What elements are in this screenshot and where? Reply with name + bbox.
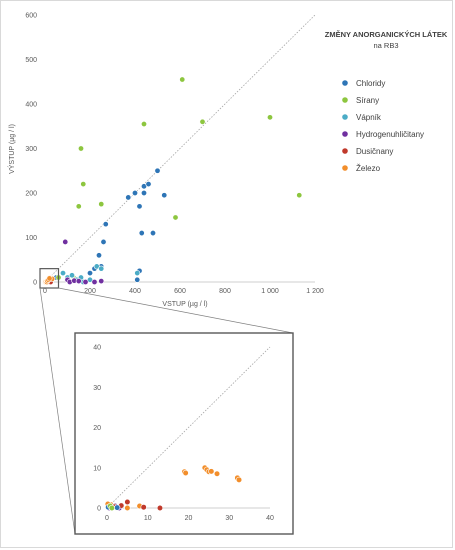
zoom-data-point (108, 504, 115, 512)
zoom-data-point (124, 498, 131, 506)
data-point (98, 278, 105, 285)
data-point (134, 270, 141, 277)
data-point (199, 118, 206, 125)
zoom-data-point (156, 504, 164, 512)
data-point (154, 167, 161, 174)
data-point (62, 238, 69, 245)
legend-marker (342, 165, 348, 171)
data-point (98, 201, 105, 208)
data-point (266, 114, 273, 121)
y-tick-label: 300 (25, 146, 37, 153)
reference-line (44, 14, 316, 283)
data-point (132, 190, 139, 197)
data-point (102, 221, 109, 228)
connector-line (58, 287, 294, 334)
data-point (138, 230, 145, 237)
data-point (75, 203, 82, 210)
zoom-reference-line (106, 346, 271, 509)
zoom-y-tick-label: 10 (93, 465, 101, 472)
data-point (91, 278, 98, 285)
data-point (296, 192, 303, 199)
zoom-highlight-box (39, 268, 60, 289)
data-point (141, 190, 148, 197)
data-point (100, 238, 107, 245)
data-point (179, 76, 186, 83)
zoom-data-point (208, 468, 215, 475)
y-tick-label: 600 (25, 13, 37, 20)
legend-marker (342, 131, 348, 137)
legend-label: Chloridy (356, 79, 385, 88)
zoom-x-tick-label: 10 (144, 515, 152, 522)
legend-label: Sírany (356, 96, 379, 105)
legend-marker (342, 114, 348, 120)
data-point (145, 181, 152, 188)
y-tick-label: 0 (33, 280, 37, 287)
legend-marker (342, 97, 348, 103)
data-point (96, 252, 103, 259)
main-plot-area: 0 200 400 600 800 1 000 1 200 0 100 200 300 400 500 6… (25, 13, 324, 296)
connector-line (39, 287, 76, 535)
legend-label: Vápník (356, 113, 382, 122)
data-point (80, 181, 87, 188)
legend-label: Dusičnany (356, 147, 393, 156)
legend-marker (342, 148, 348, 154)
x-tick-label: 0 (43, 288, 47, 295)
zoom-data-point (114, 504, 121, 511)
zoom-x-tick-label: 40 (266, 515, 274, 522)
x-axis-title: VSTUP (µg / l) (162, 301, 207, 308)
chart-title: ZMĚNY ANORGANICKÝCH LÁTEK (325, 30, 448, 39)
data-point (134, 276, 141, 283)
data-point (46, 275, 53, 282)
zoom-data-point (182, 469, 189, 477)
zoom-inset-border (74, 332, 294, 535)
x-tick-label: 1 000 (261, 288, 279, 295)
y-tick-label: 200 (25, 191, 37, 198)
y-tick-label: 500 (25, 57, 37, 64)
data-point (125, 194, 132, 201)
x-tick-label: 600 (174, 288, 186, 295)
zoom-data-point (235, 476, 243, 483)
y-axis-title: VÝSTUP (µg / l) (7, 124, 16, 174)
zoom-data-point (140, 504, 147, 511)
legend-marker (342, 80, 348, 86)
zoom-x-tick-label: 30 (225, 515, 233, 522)
zoom-y-tick-label: 0 (97, 506, 101, 513)
legend-label: Hydrogenuhličitany (356, 130, 424, 139)
data-point (161, 192, 168, 199)
data-point (136, 203, 143, 210)
chart-subtitle: na RB3 (373, 41, 398, 50)
data-point (82, 278, 89, 285)
data-point (172, 214, 179, 221)
zoom-data-point (213, 470, 221, 477)
zoom-x-tick-label: 20 (185, 515, 193, 522)
y-tick-label: 400 (25, 102, 37, 109)
data-point (69, 272, 76, 279)
data-point (87, 270, 94, 277)
zoom-x-tick-label: 0 (105, 515, 109, 522)
legend-label: Železo (356, 164, 381, 173)
zoom-data-point (124, 504, 131, 512)
x-tick-label: 800 (219, 288, 231, 295)
data-point (59, 270, 66, 277)
x-tick-label: 1 200 (306, 288, 324, 295)
zoom-y-tick-label: 20 (93, 425, 101, 432)
y-tick-label: 100 (25, 235, 37, 242)
data-point (150, 230, 157, 237)
data-point (141, 121, 148, 128)
data-point (75, 278, 82, 285)
zoom-y-tick-label: 40 (93, 345, 101, 352)
data-point (78, 145, 85, 152)
zoom-y-tick-label: 30 (93, 385, 101, 392)
x-tick-label: 400 (129, 288, 141, 295)
x-tick-label: 200 (84, 288, 96, 295)
legend: Chloridy Sírany Vápník Hydrogenuhličitany Du… (342, 79, 424, 173)
data-point (98, 265, 105, 272)
